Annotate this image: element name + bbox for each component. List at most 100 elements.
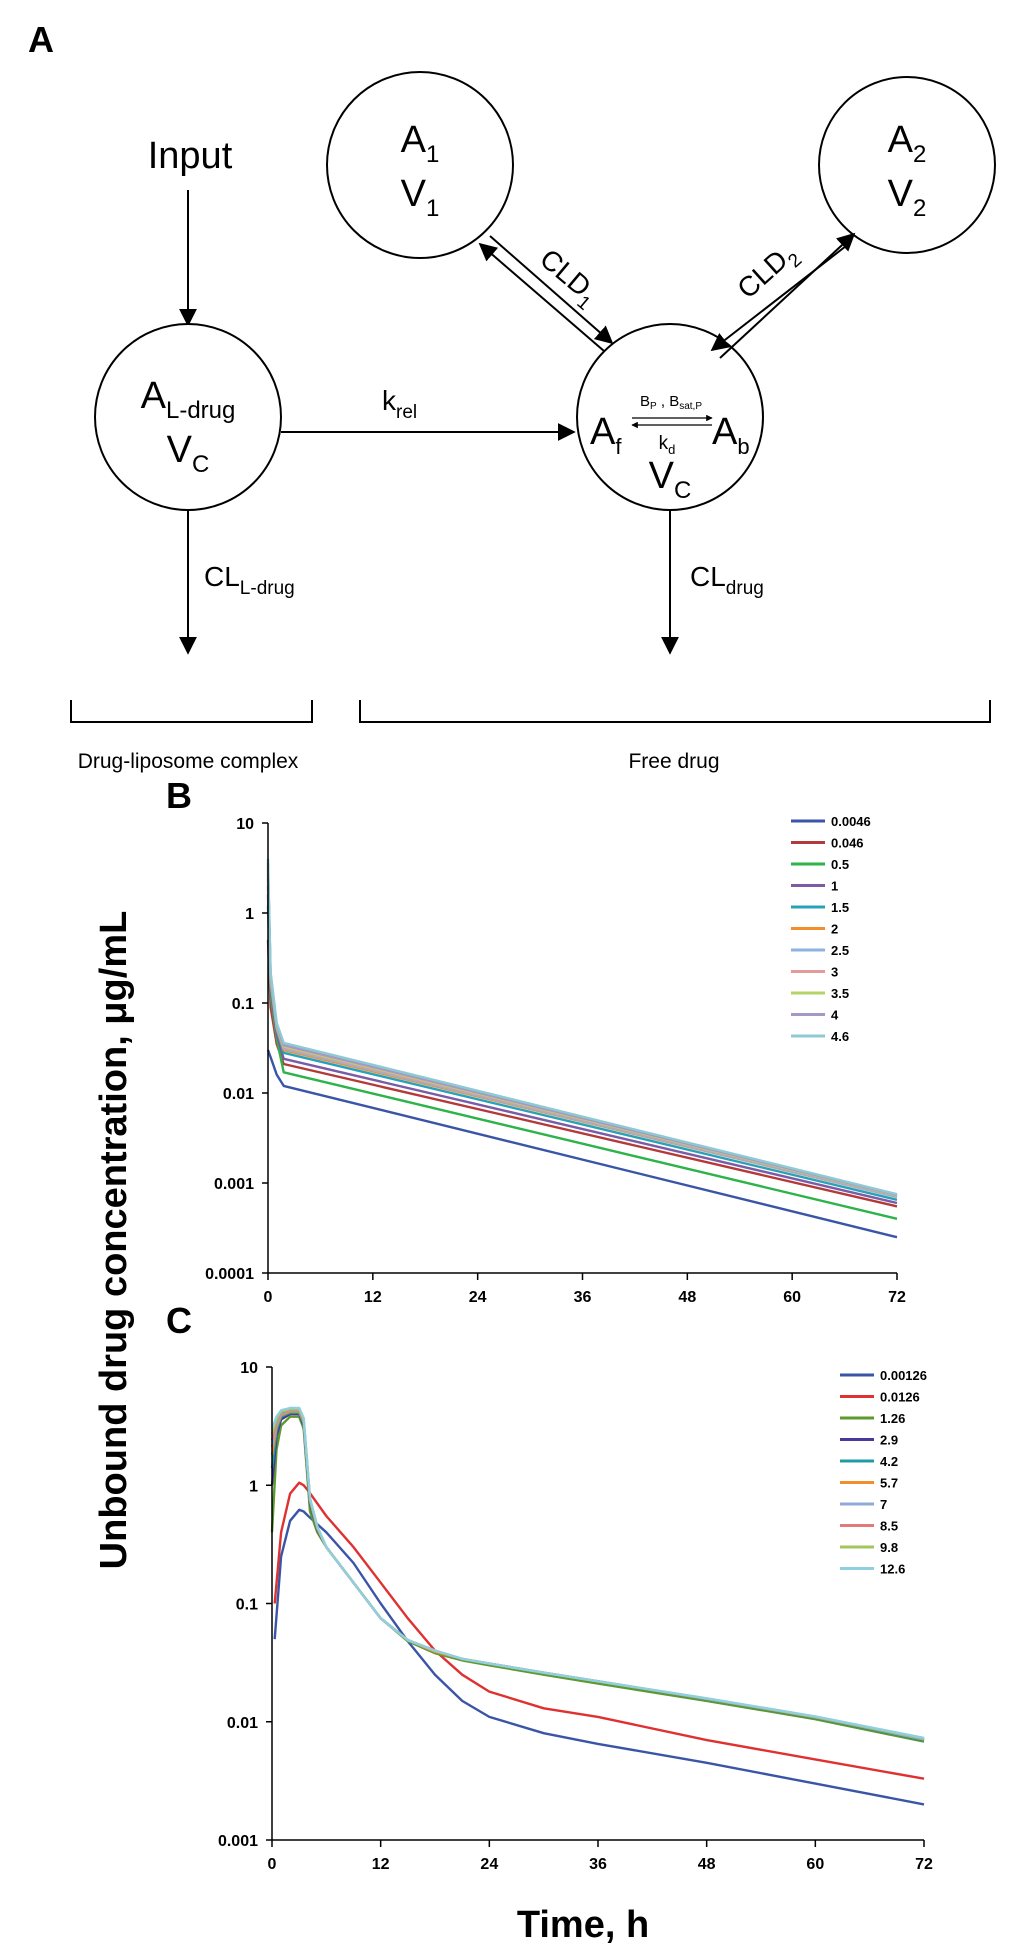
legend-label: 2.9 (880, 1433, 898, 1448)
x-tick-label: 12 (372, 1856, 390, 1873)
liposome-central-compartment (94, 323, 282, 511)
x-tick-label: 60 (783, 1289, 801, 1306)
pk-model-diagram: A Input A1 V1 A2 V2 AL-drug VC Af Ab BP … (28, 19, 996, 773)
legend-label: 2.5 (831, 943, 849, 958)
cl-drug-label: CLdrug (690, 561, 764, 599)
a2-volume-label: V2 (888, 173, 927, 222)
cl-ldrug-label: CLL-drug (204, 561, 295, 599)
x-axis-label: Time, h (517, 1904, 649, 1946)
ldrug-volume-label: VC (167, 429, 210, 478)
x-tick-label: 12 (364, 1289, 382, 1306)
series-line-7 (270, 1409, 925, 1741)
krel-label: krel (382, 385, 417, 423)
panel-label-c: C (166, 1300, 192, 1341)
legend-label: 4.2 (880, 1454, 898, 1469)
legend-label: 0.5 (831, 857, 849, 872)
x-tick-label: 0 (268, 1856, 277, 1873)
cld2-arrow-to-central (710, 245, 847, 352)
bracket-left-label: Drug-liposome complex (78, 750, 299, 773)
legend-label: 7 (880, 1497, 887, 1512)
a2-amount-label: A2 (888, 119, 927, 168)
y-axis-label: Unbound drug concentration, μg/mL (93, 911, 135, 1570)
peripheral-compartment-2 (818, 76, 996, 254)
y-tick-label: 0.001 (218, 1833, 258, 1850)
ldrug-amount-label: AL-drug (141, 375, 236, 424)
a1-amount-label: A1 (401, 119, 440, 168)
bracket-free-drug (359, 700, 991, 723)
ab-label: Ab (712, 411, 750, 459)
bracket-right-label: Free drug (628, 750, 719, 773)
legend-label: 1.5 (831, 900, 849, 915)
x-tick-label: 24 (480, 1856, 498, 1873)
legend-label: 4.6 (831, 1029, 849, 1044)
bracket-drug-liposome-complex (70, 700, 313, 723)
legend-label: 3 (831, 965, 838, 980)
series-line-0.00126 (273, 1508, 925, 1806)
legend-label: 5.7 (880, 1476, 898, 1491)
chart-panel-c: C 0.001 0.01 0.1 1 10 0 12 24 36 48 60 72 0.00126 0.0… (166, 1300, 933, 1873)
series-line-4.2 (270, 1411, 925, 1742)
y-tick-label: 0.01 (227, 1715, 258, 1732)
x-tick-label: 0 (264, 1289, 273, 1306)
x-tick-label: 24 (469, 1289, 487, 1306)
y-tick-label: 0.0001 (205, 1266, 254, 1283)
series-line-4.6 (266, 858, 898, 1196)
x-tick-label: 60 (806, 1856, 824, 1873)
y-tick-label: 1 (249, 1478, 258, 1495)
panel-label-b: B (166, 775, 192, 816)
series-line-12.6 (270, 1406, 925, 1740)
x-tick-label: 72 (915, 1856, 933, 1873)
cld1-arrow-to-central (489, 235, 614, 345)
y-tick-label: 0.1 (232, 996, 254, 1013)
series-line-8.5 (270, 1408, 925, 1740)
free-drug-central-compartment (576, 323, 764, 511)
series-line-0.0126 (273, 1481, 925, 1780)
legend-label: 8.5 (880, 1519, 898, 1534)
peripheral-compartment-1 (326, 71, 514, 259)
a1-volume-label: V1 (401, 173, 440, 222)
legend-label: 1.26 (880, 1411, 905, 1426)
cld2-arrow-to-peripheral (719, 232, 856, 359)
series-line-0.046 (266, 940, 898, 1208)
legend-label: 3.5 (831, 986, 849, 1001)
legend-label: 0.0126 (880, 1390, 920, 1405)
x-tick-label: 36 (589, 1856, 607, 1873)
x-tick-label: 48 (678, 1289, 696, 1306)
binding-rate-label: BP , Bsat,P (640, 393, 702, 412)
cld1-arrow-to-peripheral (478, 242, 605, 352)
series-line-0.0046 (266, 1049, 898, 1239)
series-line-2.9 (270, 1412, 925, 1742)
panel-label-a: A (28, 19, 54, 60)
legend-label: 0.046 (831, 836, 864, 851)
free-volume-label: VC (649, 455, 692, 504)
cld2-label: CLD2 (731, 237, 806, 310)
y-tick-label: 1 (245, 906, 254, 923)
series-line-3 (266, 870, 898, 1197)
kd-label: kd (659, 433, 676, 457)
x-tick-label: 48 (698, 1856, 716, 1873)
x-tick-label: 72 (888, 1289, 906, 1306)
series-line-5.7 (270, 1410, 925, 1741)
legend-label: 1 (831, 879, 838, 894)
y-tick-label: 0.01 (223, 1086, 254, 1103)
af-label: Af (590, 411, 622, 459)
y-tick-label: 10 (236, 816, 254, 833)
series-line-9.8 (270, 1408, 925, 1740)
series-line-3.5 (266, 866, 898, 1197)
legend-label: 0.00126 (880, 1368, 927, 1383)
legend-label: 2 (831, 922, 838, 937)
y-tick-label: 0.1 (236, 1597, 258, 1614)
series-line-1.26 (270, 1415, 925, 1743)
input-label: Input (148, 135, 233, 177)
legend-label: 4 (831, 1008, 839, 1023)
legend-label: 0.0046 (831, 814, 871, 829)
series-line-4 (266, 862, 898, 1196)
y-tick-label: 0.001 (214, 1176, 254, 1193)
y-tick-label: 10 (240, 1360, 258, 1377)
series-line-1 (266, 894, 898, 1205)
x-tick-label: 36 (574, 1289, 592, 1306)
series-line-1.5 (266, 885, 898, 1201)
legend-label: 9.8 (880, 1540, 898, 1555)
legend-label: 12.6 (880, 1562, 905, 1577)
